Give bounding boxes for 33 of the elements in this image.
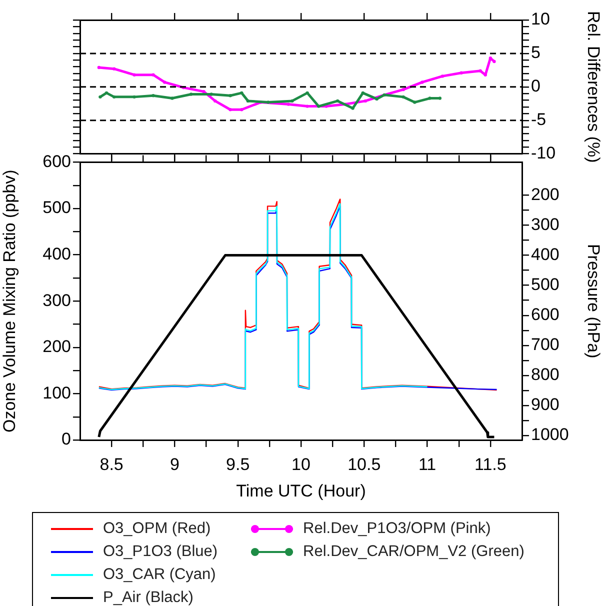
y-tick-label: 5 xyxy=(531,43,540,62)
y-tick-label: 0 xyxy=(62,430,71,449)
y-tick-label: 0 xyxy=(531,76,540,96)
y-tick-label: 100 xyxy=(42,383,71,402)
y-tick-label: 600 xyxy=(42,152,71,171)
y2-tick-label: 800 xyxy=(531,365,560,384)
y-axis-title: Rel. Differences (%) xyxy=(584,11,603,163)
y2-tick-label: 1000 xyxy=(531,425,569,444)
x-tick-label: 11.5 xyxy=(474,454,506,474)
legend-label: O3_OPM (Red) xyxy=(103,520,211,538)
y-tick-label: 200 xyxy=(42,337,71,356)
y-axis-title: Ozone Volume Mixing Ratio (ppbv) xyxy=(0,170,19,432)
y-tick-label: 10 xyxy=(531,10,550,29)
x-tick-label: 9 xyxy=(170,454,180,474)
y-tick-label: -10 xyxy=(531,143,556,162)
x-tick-label: 8.5 xyxy=(100,454,124,474)
x-axis-title: Time UTC (Hour) xyxy=(236,481,366,500)
y-tick-label: 400 xyxy=(42,244,71,264)
legend-label: P_Air (Black) xyxy=(103,588,194,606)
x-tick-label: 9.5 xyxy=(226,454,250,474)
x-tick-label: 11 xyxy=(418,454,436,474)
x-tick-label: 10.5 xyxy=(348,454,381,474)
legend-label: Rel.Dev_P1O3/OPM (Pink) xyxy=(303,520,491,538)
y2-axis-title: Pressure (hPa) xyxy=(584,244,603,358)
y-tick-label: 300 xyxy=(42,290,71,310)
legend-label: O3_CAR (Cyan) xyxy=(103,566,216,584)
legend-label: Rel.Dev_CAR/OPM_V2 (Green) xyxy=(303,542,524,560)
x-tick-label: 10 xyxy=(292,454,310,474)
legend-label: O3_P1O3 (Blue) xyxy=(103,542,218,560)
y-tick-label: -5 xyxy=(531,110,546,130)
y-tick-label: 500 xyxy=(42,198,71,218)
y2-tick-label: 700 xyxy=(531,335,560,354)
y2-tick-label: 900 xyxy=(531,395,560,414)
